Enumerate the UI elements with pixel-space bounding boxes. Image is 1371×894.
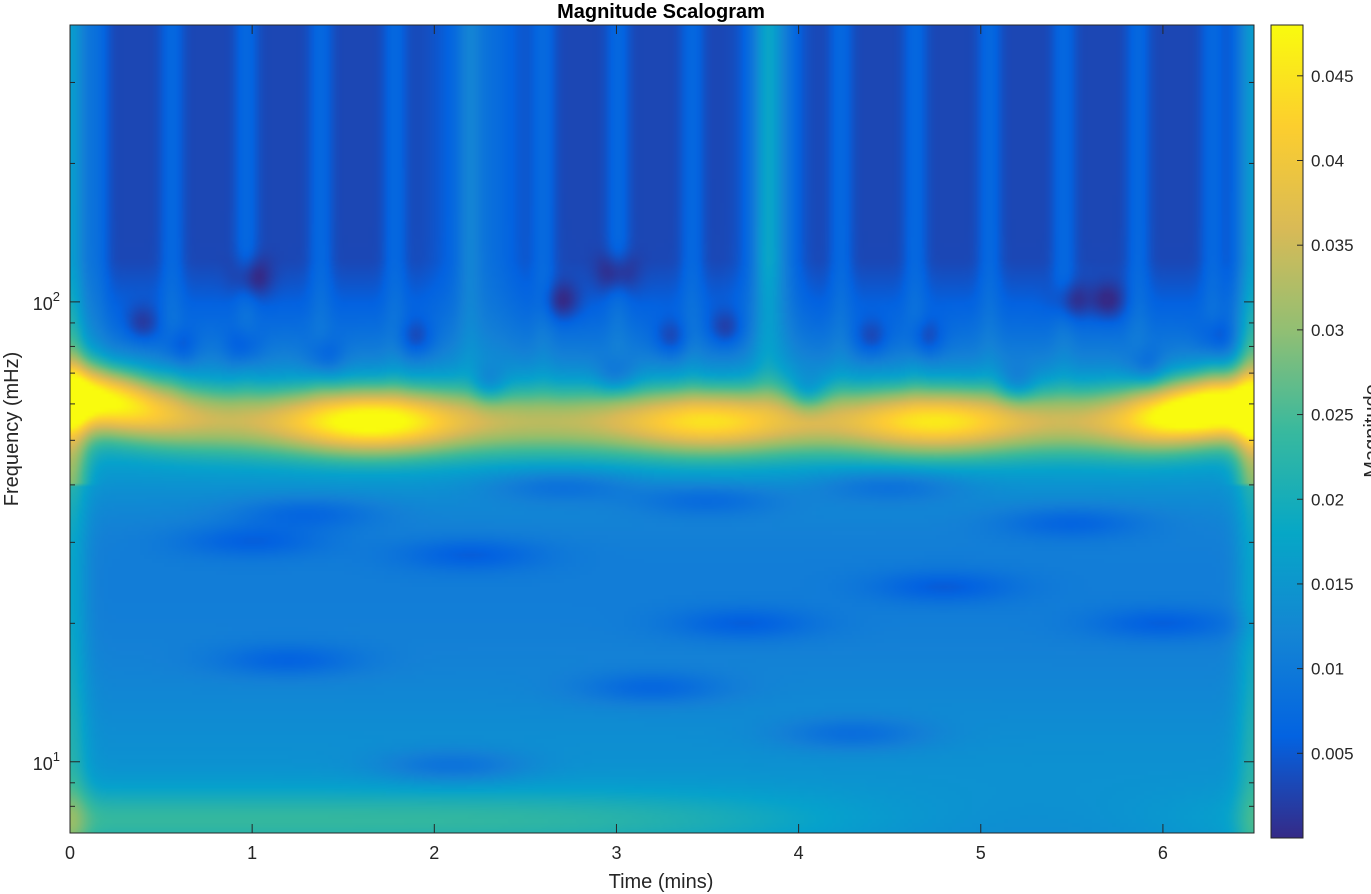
- x-axis: 0 1 2 3 4 5 6: [65, 25, 1168, 863]
- plot-area-frame: [69, 24, 1255, 834]
- x-tick-label: 1: [247, 843, 257, 863]
- colorbar-label: Magnitude: [1361, 384, 1371, 477]
- colorbar-tick-label: 0.045: [1311, 67, 1354, 86]
- colorbar-tick-label: 0.03: [1311, 321, 1344, 340]
- y-tick-exponent: 1: [53, 749, 60, 764]
- x-tick-label: 0: [65, 843, 75, 863]
- colorbar-ticks: 0.005 0.01 0.015 0.02 0.025 0.03 0.035 0.04 0.04…: [1297, 67, 1354, 763]
- colorbar-tick-label: 0.015: [1311, 575, 1354, 594]
- scalogram-heatmap: [70, 25, 1254, 833]
- x-axis-label: Time (mins): [609, 871, 714, 893]
- colorbar-tick-label: 0.04: [1311, 152, 1344, 171]
- colorbar: 0.005 0.01 0.015 0.02 0.025 0.03 0.035 0.04 0.04…: [1270, 24, 1371, 839]
- x-tick-label: 5: [976, 843, 986, 863]
- x-tick-label: 2: [429, 843, 439, 863]
- colorbar-tick-label: 0.025: [1311, 406, 1354, 425]
- colorbar-tick-label: 0.02: [1311, 490, 1344, 509]
- y-tick-label: 101: [33, 749, 60, 774]
- colorbar-gradient: [1270, 24, 1304, 839]
- y-axis-label: Frequency (mHz): [1, 352, 23, 506]
- x-tick-label: 4: [794, 843, 804, 863]
- x-tick-label: 6: [1158, 843, 1168, 863]
- colorbar-tick-label: 0.035: [1311, 236, 1354, 255]
- colorbar-tick-label: 0.01: [1311, 660, 1344, 679]
- chart-title: Magnitude Scalogram: [557, 1, 765, 23]
- colorbar-tick-label: 0.005: [1311, 744, 1354, 763]
- y-tick-base: 10: [33, 754, 53, 774]
- x-tick-label: 3: [611, 843, 621, 863]
- y-tick-exponent: 2: [53, 289, 60, 304]
- y-tick-label: 102: [33, 289, 60, 314]
- y-tick-base: 10: [33, 294, 53, 314]
